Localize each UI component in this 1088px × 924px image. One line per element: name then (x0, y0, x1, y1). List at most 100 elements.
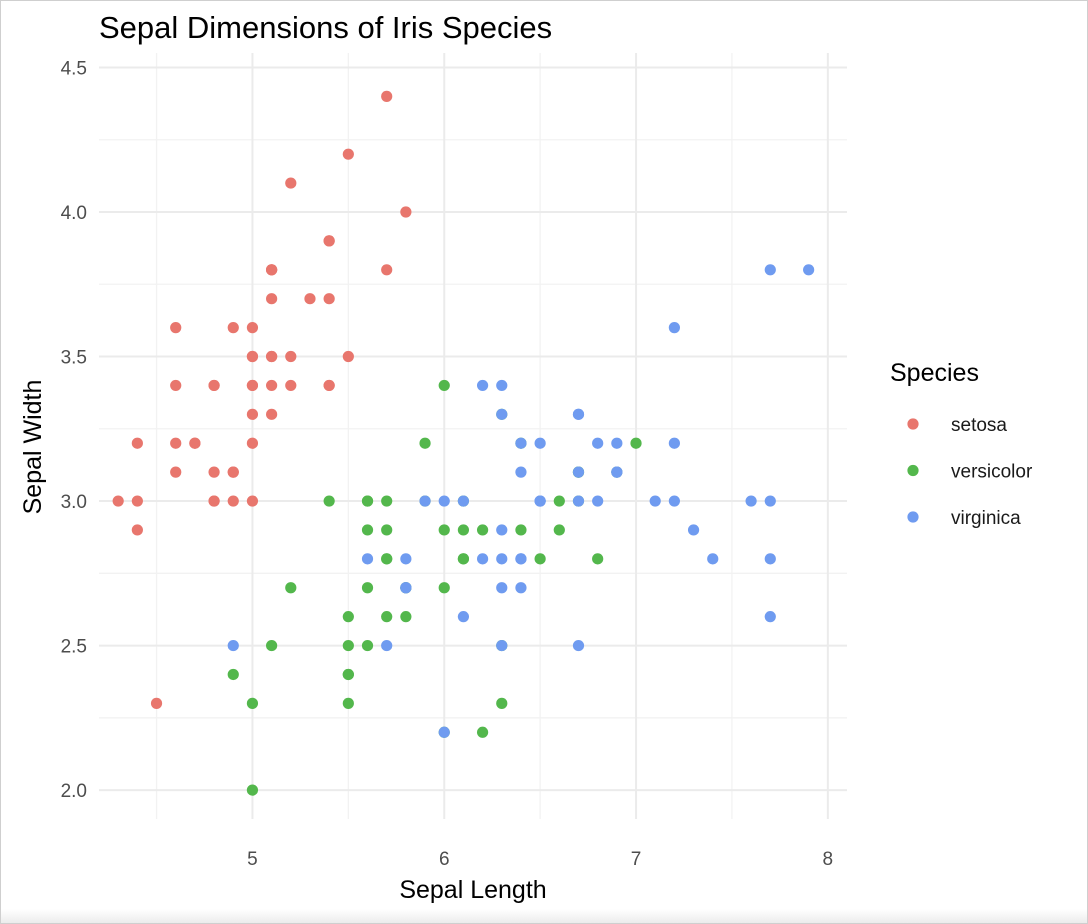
data-point-setosa (266, 264, 278, 276)
data-point-setosa (150, 697, 163, 709)
data-point-versicolor (246, 784, 259, 796)
legend-label-virginica: virginica (951, 508, 1021, 529)
data-point-setosa (131, 437, 143, 449)
data-point-setosa (131, 524, 143, 536)
data-point-virginica (496, 582, 508, 594)
data-point-virginica (515, 553, 527, 565)
data-point-setosa (170, 466, 182, 478)
data-point-virginica (534, 437, 546, 449)
data-point-setosa (266, 379, 278, 392)
data-point-versicolor (342, 697, 354, 709)
data-point-versicolor (361, 582, 374, 594)
x-tick-label: 7 (631, 849, 642, 870)
data-point-setosa (246, 350, 259, 363)
data-point-virginica (496, 408, 508, 420)
data-point-versicolor (285, 582, 297, 594)
data-point-virginica (438, 495, 450, 507)
data-point-virginica (611, 466, 623, 478)
data-point-setosa (131, 495, 143, 507)
data-point-virginica (649, 495, 661, 507)
data-point-virginica (476, 553, 489, 565)
data-point-virginica (496, 639, 508, 652)
data-point-versicolor (438, 524, 450, 536)
data-point-virginica (745, 495, 757, 507)
data-point-versicolor (342, 611, 354, 623)
y-tick-label: 3.0 (61, 492, 87, 513)
data-point-setosa (112, 495, 124, 507)
data-point-versicolor (457, 524, 470, 536)
legend-key-virginica (907, 511, 919, 523)
y-tick-label: 4.5 (61, 58, 87, 79)
data-point-setosa (400, 206, 412, 218)
data-point-setosa (170, 437, 182, 449)
data-point-setosa (227, 322, 239, 334)
data-point-versicolor (342, 639, 354, 652)
data-point-virginica (476, 379, 489, 392)
x-axis-title: Sepal Length (399, 876, 546, 904)
data-point-versicolor (381, 553, 393, 565)
data-point-setosa (285, 350, 297, 363)
data-point-virginica (515, 466, 527, 478)
data-point-virginica (572, 495, 585, 507)
data-point-setosa (323, 235, 335, 247)
data-point-virginica (572, 466, 585, 478)
data-point-virginica (400, 553, 412, 565)
data-points (112, 90, 815, 796)
data-point-setosa (170, 379, 182, 392)
data-point-versicolor (361, 639, 374, 652)
data-point-versicolor (400, 611, 412, 623)
data-point-setosa (266, 408, 278, 420)
data-point-versicolor (476, 524, 489, 536)
data-point-virginica (457, 611, 470, 623)
data-point-versicolor (381, 611, 393, 623)
data-point-versicolor (323, 495, 335, 507)
data-point-virginica (668, 322, 680, 334)
data-point-versicolor (381, 524, 393, 536)
data-point-versicolor (457, 553, 470, 565)
legend: Species setosa versicolor virginica (890, 359, 1033, 529)
data-point-versicolor (361, 495, 374, 507)
legend-items: setosa versicolor virginica (907, 415, 1033, 529)
y-tick-label: 4.0 (61, 203, 87, 224)
data-point-virginica (592, 437, 604, 449)
legend-key-versicolor (907, 464, 919, 477)
data-point-virginica (419, 495, 431, 507)
data-point-virginica (515, 582, 527, 594)
data-point-virginica (515, 437, 527, 449)
data-point-virginica (764, 611, 776, 623)
data-point-versicolor (515, 524, 527, 536)
data-point-virginica (764, 553, 776, 565)
data-point-virginica (496, 553, 508, 565)
legend-key-setosa (907, 418, 919, 430)
x-axis-ticks: 5 6 7 8 (247, 849, 833, 870)
x-tick-label: 8 (823, 849, 834, 870)
data-point-setosa (227, 466, 239, 478)
data-point-setosa (285, 177, 297, 189)
data-point-setosa (304, 293, 316, 305)
data-point-setosa (266, 350, 278, 363)
data-point-versicolor (476, 726, 489, 738)
data-point-virginica (592, 495, 604, 507)
data-point-setosa (227, 495, 239, 507)
data-point-virginica (400, 582, 412, 594)
data-point-setosa (170, 322, 182, 334)
data-point-setosa (246, 408, 259, 420)
data-point-versicolor (534, 553, 546, 565)
data-point-versicolor (419, 437, 431, 449)
data-point-virginica (361, 553, 374, 565)
y-axis-ticks: 2.0 2.5 3.0 3.5 4.0 4.5 (61, 58, 87, 802)
y-axis-title: Sepal Width (19, 380, 47, 515)
data-point-virginica (496, 524, 508, 536)
data-point-setosa (246, 322, 259, 334)
data-point-setosa (208, 466, 220, 478)
legend-title: Species (890, 359, 979, 387)
data-point-virginica (572, 639, 585, 652)
chart-title: Sepal Dimensions of Iris Species (99, 10, 552, 45)
data-point-versicolor (438, 379, 450, 392)
data-point-virginica (764, 495, 776, 507)
data-point-virginica (707, 553, 719, 565)
legend-label-setosa: setosa (951, 415, 1007, 436)
data-point-virginica (381, 639, 393, 652)
